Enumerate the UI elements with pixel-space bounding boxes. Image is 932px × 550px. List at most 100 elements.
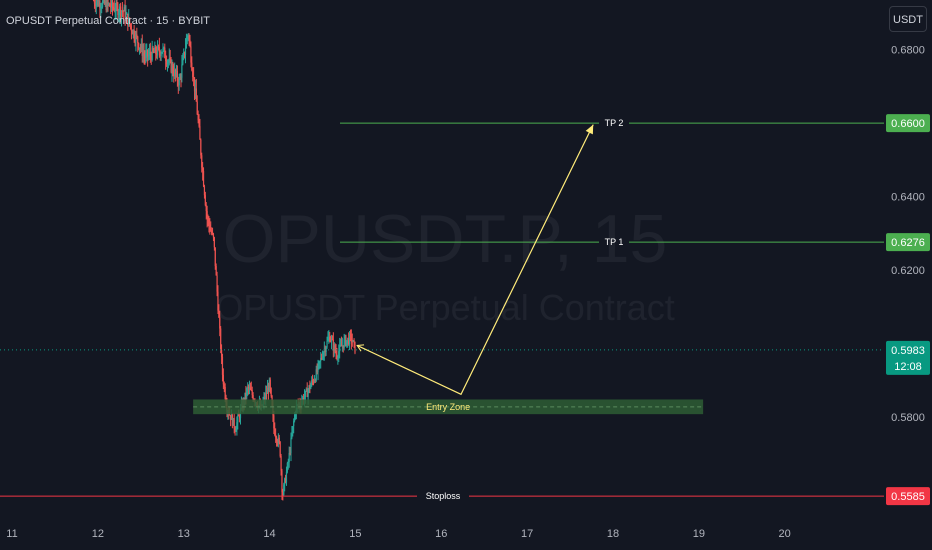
candle-body	[174, 69, 176, 77]
price-tag-text: 0.6600	[891, 118, 925, 130]
candle-body	[129, 17, 131, 24]
candle-body	[283, 484, 285, 496]
candle-body	[339, 344, 341, 352]
candle-body	[274, 428, 276, 436]
candle-body	[111, 0, 114, 7]
candle-body	[252, 395, 254, 400]
candle-body	[287, 462, 289, 464]
candle-body	[330, 341, 332, 343]
candle-body	[170, 59, 172, 72]
candle-body	[121, 11, 124, 13]
candle-body	[156, 53, 158, 56]
candle-body	[160, 53, 162, 56]
candles	[92, 0, 356, 501]
candle-body	[348, 333, 351, 345]
candle-body	[314, 380, 316, 382]
time-axis[interactable]: 11 12 13 14 15 16 17 18 19 20	[6, 528, 791, 540]
candle-body	[229, 414, 231, 416]
candle-body	[166, 61, 169, 65]
price-axis[interactable]: 0.6600 0.6276 0.5585 0.6800 0.6400 0.6200 0.58…	[886, 45, 930, 506]
candle-body	[334, 345, 336, 352]
candle-body	[198, 120, 200, 127]
candle-body	[248, 387, 251, 389]
candle-body	[159, 51, 161, 56]
candle-body	[284, 478, 287, 483]
projection-path[interactable]	[356, 124, 594, 396]
candle-body	[136, 34, 138, 37]
candle-body	[238, 415, 241, 419]
candle-body	[348, 337, 350, 345]
candle-body	[104, 0, 106, 4]
candle-body	[123, 7, 125, 12]
candle-body	[291, 433, 293, 438]
candle-body	[110, 0, 113, 8]
entry-zone-label: Entry Zone	[426, 402, 470, 412]
candle-body	[153, 51, 155, 53]
candle-body	[141, 43, 143, 56]
candle-body	[193, 77, 196, 92]
price-tag[interactable]	[886, 487, 930, 506]
candle-body	[322, 352, 325, 358]
watermark-name: OPUSDT Perpetual Contract	[215, 287, 675, 328]
candle-body	[171, 65, 173, 72]
candle-body	[150, 55, 152, 61]
price-tag-text: 0.6276	[891, 237, 925, 249]
candle-body	[131, 31, 133, 35]
candle-body	[96, 0, 98, 3]
candle-body	[140, 43, 142, 48]
candle-body	[165, 61, 168, 65]
candle-body	[192, 70, 194, 77]
candle-body	[221, 356, 224, 375]
candle-body	[164, 47, 166, 59]
price-tick-label: 0.6800	[891, 45, 925, 57]
candle-body	[216, 275, 218, 292]
candle-body	[309, 385, 311, 389]
candle-body	[200, 139, 202, 156]
candle-body	[124, 7, 126, 19]
currency-button[interactable]: USDT	[889, 6, 927, 32]
candle-body	[345, 336, 347, 346]
projection-arrow[interactable]	[356, 124, 594, 396]
candle-body	[269, 379, 271, 389]
candle-body	[233, 418, 235, 429]
candle-body	[94, 3, 96, 7]
watermark-symbol: OPUSDT.P, 15	[223, 201, 668, 277]
candle-body	[229, 414, 232, 420]
candle-body	[125, 14, 127, 19]
candle-body	[208, 218, 210, 225]
candle-body	[266, 387, 269, 394]
level-label: TP 1	[605, 237, 624, 247]
candle-body	[202, 170, 205, 187]
candle-body	[264, 397, 266, 400]
candle-body	[330, 338, 333, 342]
candle-body	[244, 392, 246, 403]
candle-body	[152, 47, 154, 52]
candle-body	[147, 49, 149, 57]
candle-body	[97, 0, 99, 6]
candle-body	[276, 441, 279, 444]
candle-body	[199, 126, 201, 140]
candle-body	[352, 340, 354, 343]
candle-body	[206, 211, 208, 219]
candle-body	[292, 426, 294, 434]
price-tag[interactable]	[886, 114, 930, 133]
candle-body	[285, 471, 288, 483]
candle-body	[282, 492, 284, 496]
candle-body	[101, 1, 104, 7]
candle-body	[181, 64, 183, 78]
candle-body	[251, 390, 253, 396]
time-tick-label: 12	[92, 528, 104, 540]
current-price-tag[interactable]	[886, 340, 930, 375]
candle-body	[349, 333, 352, 335]
candle-body	[154, 46, 156, 53]
candle-body	[318, 361, 320, 364]
candle-body	[235, 429, 237, 432]
price-tag[interactable]	[886, 233, 930, 252]
candle-body	[128, 17, 130, 26]
candle-body	[204, 195, 206, 206]
entry-zone[interactable]: Entry Zone	[193, 399, 704, 415]
time-tick-label: 16	[435, 528, 447, 540]
candle-body	[163, 47, 165, 49]
